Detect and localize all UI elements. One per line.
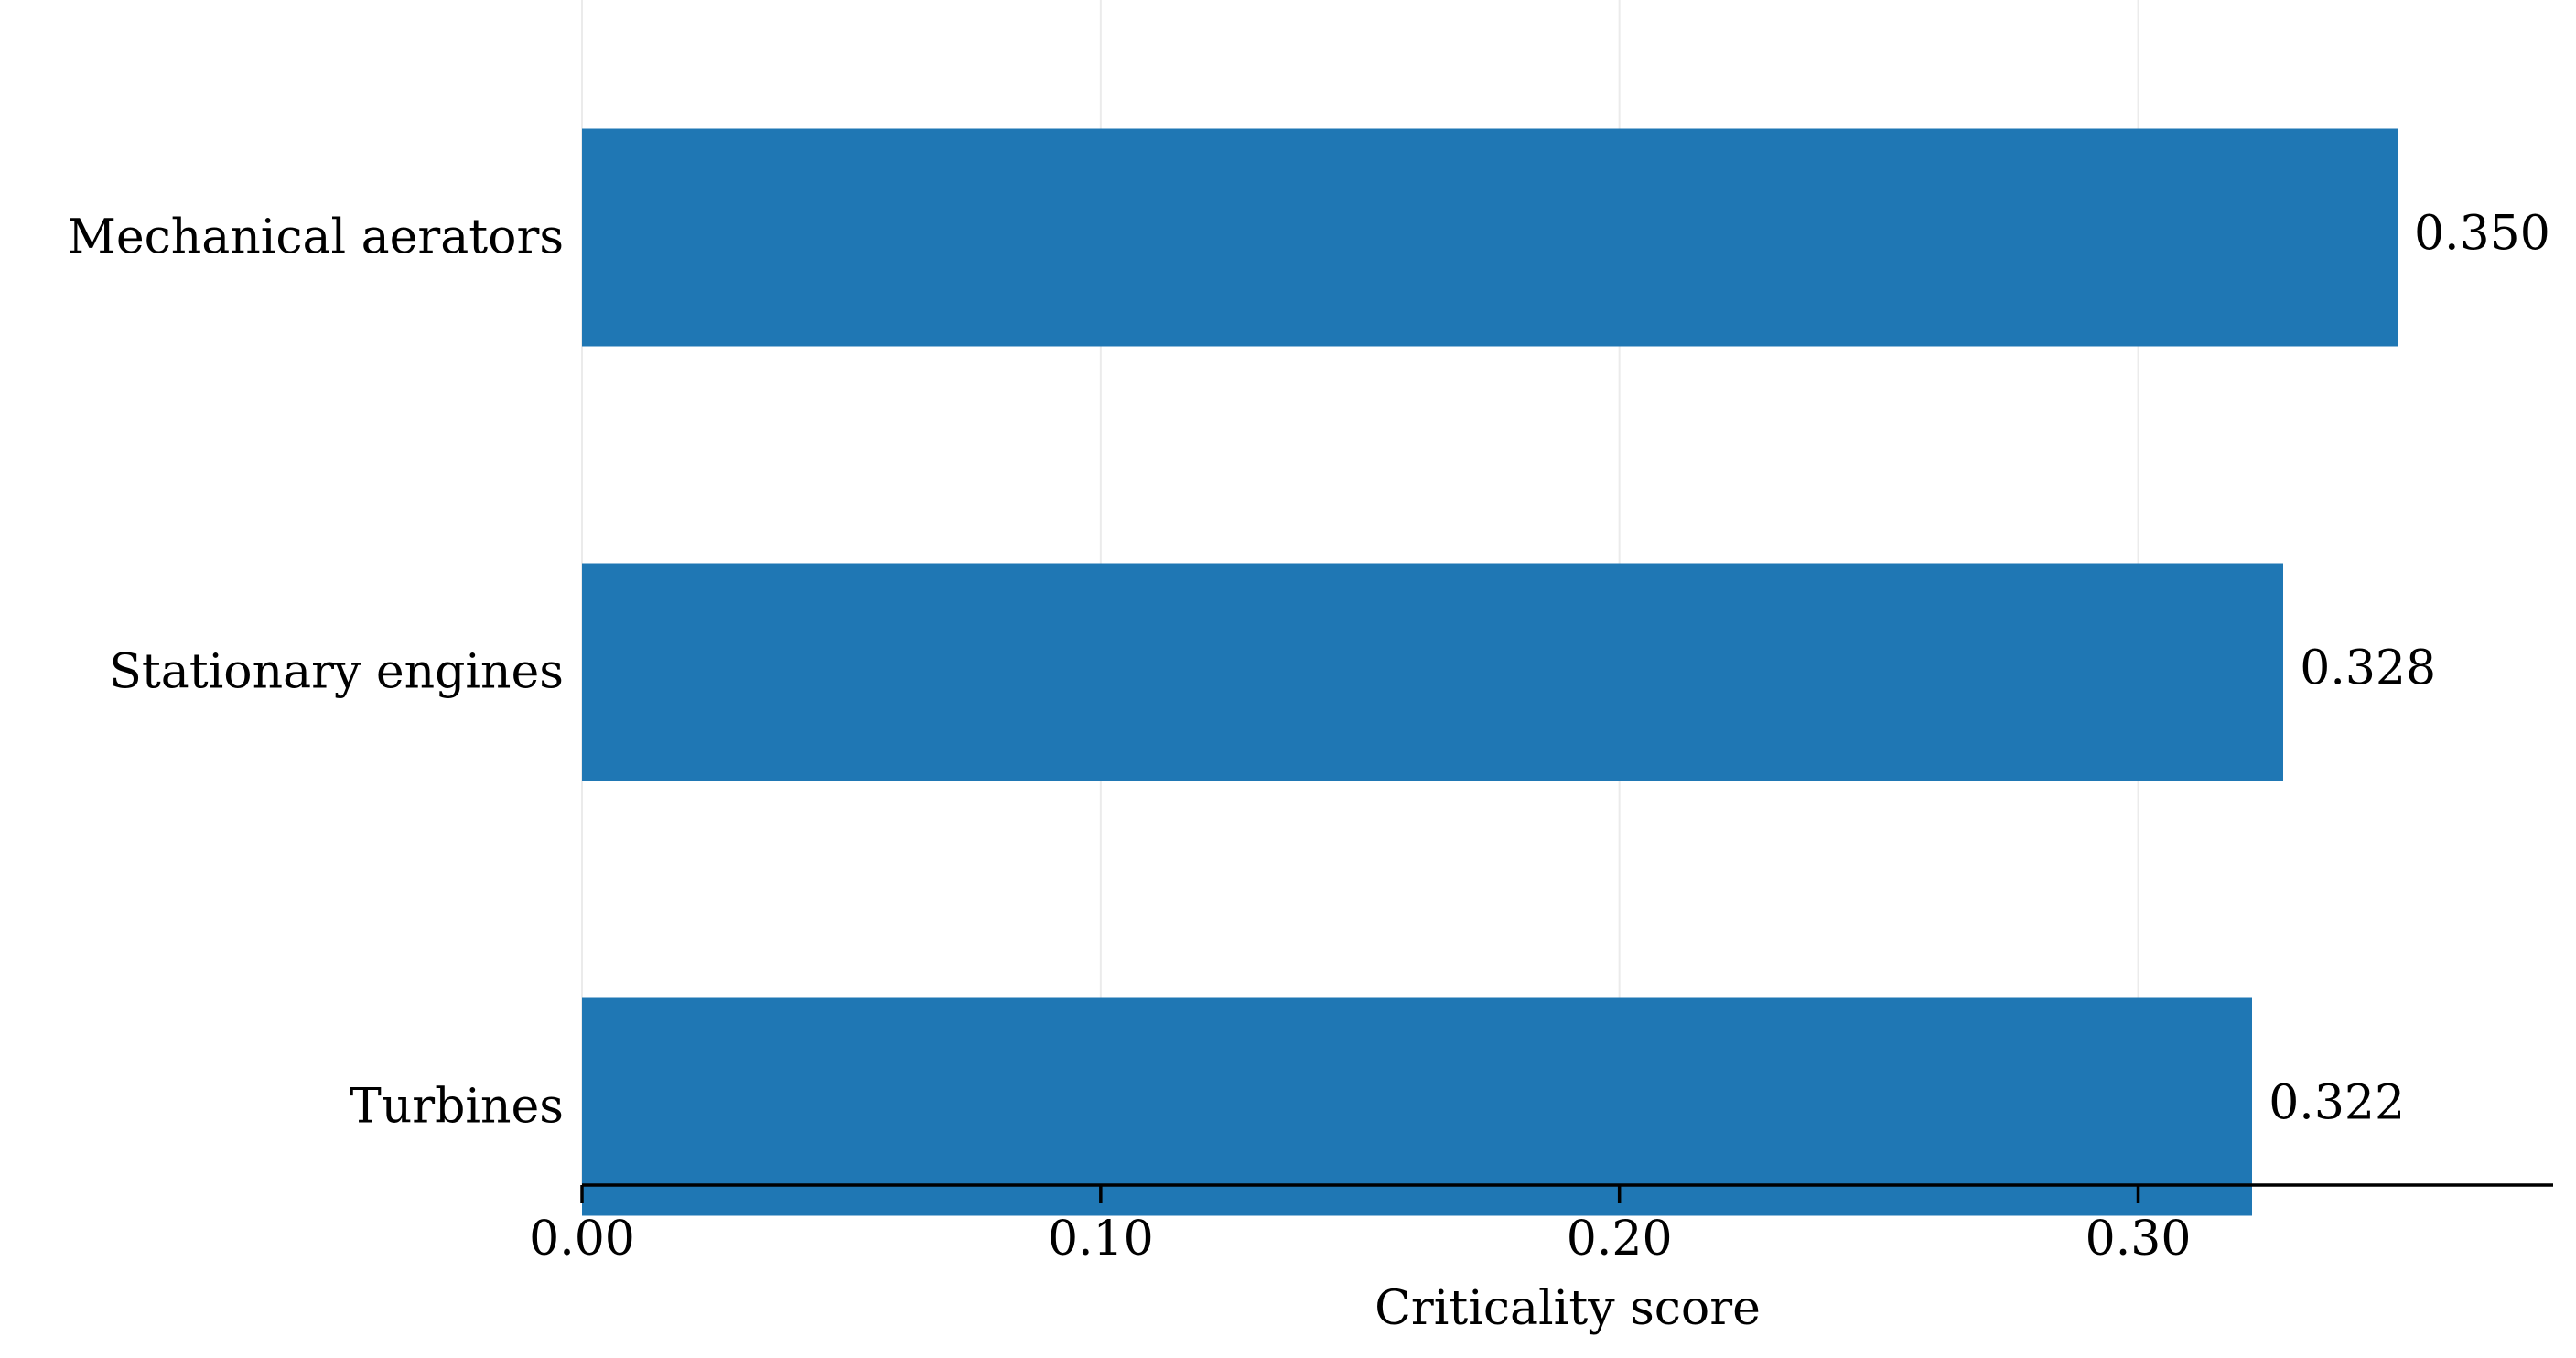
x-axis-title: Criticality score (1374, 1281, 1761, 1336)
x-tick-label-2: 0.20 (1567, 1212, 1673, 1266)
category-label-0: Mechanical aerators (68, 210, 564, 265)
category-label-1: Stationary engines (109, 645, 564, 700)
value-label-1: 0.328 (2300, 641, 2436, 696)
x-tick-label-1: 0.10 (1048, 1212, 1154, 1266)
x-axis: 0.00 0.10 0.20 0.30 (529, 1183, 2553, 1266)
x-tick-label-0: 0.00 (529, 1212, 635, 1266)
value-label-2: 0.322 (2269, 1076, 2405, 1131)
category-label-2: Turbines (350, 1080, 564, 1135)
x-tick-label-3: 0.30 (2086, 1212, 2192, 1266)
labels: Mechanical aerators 0.350 Stationary engin… (68, 207, 2550, 1135)
bar-0 (582, 128, 2398, 347)
bar-1 (582, 563, 2284, 781)
bar-2 (582, 997, 2253, 1216)
value-label-0: 0.350 (2414, 207, 2550, 262)
bars (582, 128, 2398, 1216)
